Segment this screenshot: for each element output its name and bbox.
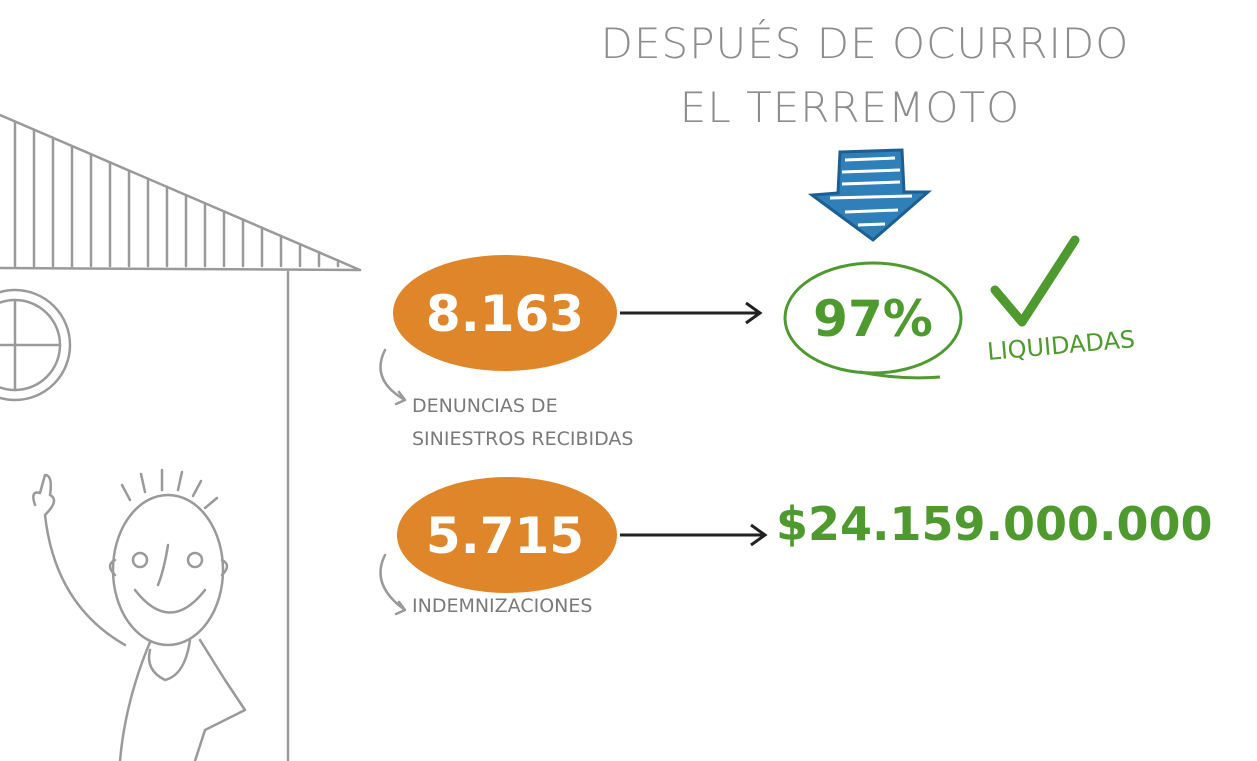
infographic: DESPUÉS DE OCURRIDO EL TERREMOTO 8.163 9… (0, 0, 1257, 761)
person-eye (188, 553, 202, 567)
page: DESPUÉS DE OCURRIDO EL TERREMOTO 8.163 9… (0, 0, 1257, 761)
person-mouth (135, 590, 205, 613)
title-line: EL TERREMOTO (680, 83, 1020, 132)
person-nose (158, 545, 168, 585)
stat-label: SINIESTROS RECIBIDAS (412, 428, 633, 450)
stat-label: DENUNCIAS DE (412, 395, 558, 417)
check-mark (995, 240, 1075, 322)
person-head (113, 495, 223, 645)
stat-value: 5.715 (426, 507, 584, 565)
stat-label: INDEMNIZACIONES (412, 595, 592, 617)
person-eye (133, 553, 147, 567)
person-ears (110, 560, 227, 575)
person-body (120, 640, 245, 761)
title-line: DESPUÉS DE OCURRIDO (601, 18, 1130, 68)
roof-base (0, 268, 360, 270)
label-arrow (381, 555, 406, 614)
circle-tail (860, 372, 940, 378)
person-hair (122, 470, 217, 508)
stat-value: 8.163 (426, 285, 584, 343)
person-arm (33, 475, 125, 645)
label-arrow (381, 350, 406, 404)
person (33, 470, 245, 761)
result-note: LIQUIDADAS (986, 325, 1136, 366)
stat-result: 97% (813, 290, 933, 348)
stat-result: $24.159.000.000 (776, 497, 1213, 551)
house-roof (0, 115, 360, 270)
